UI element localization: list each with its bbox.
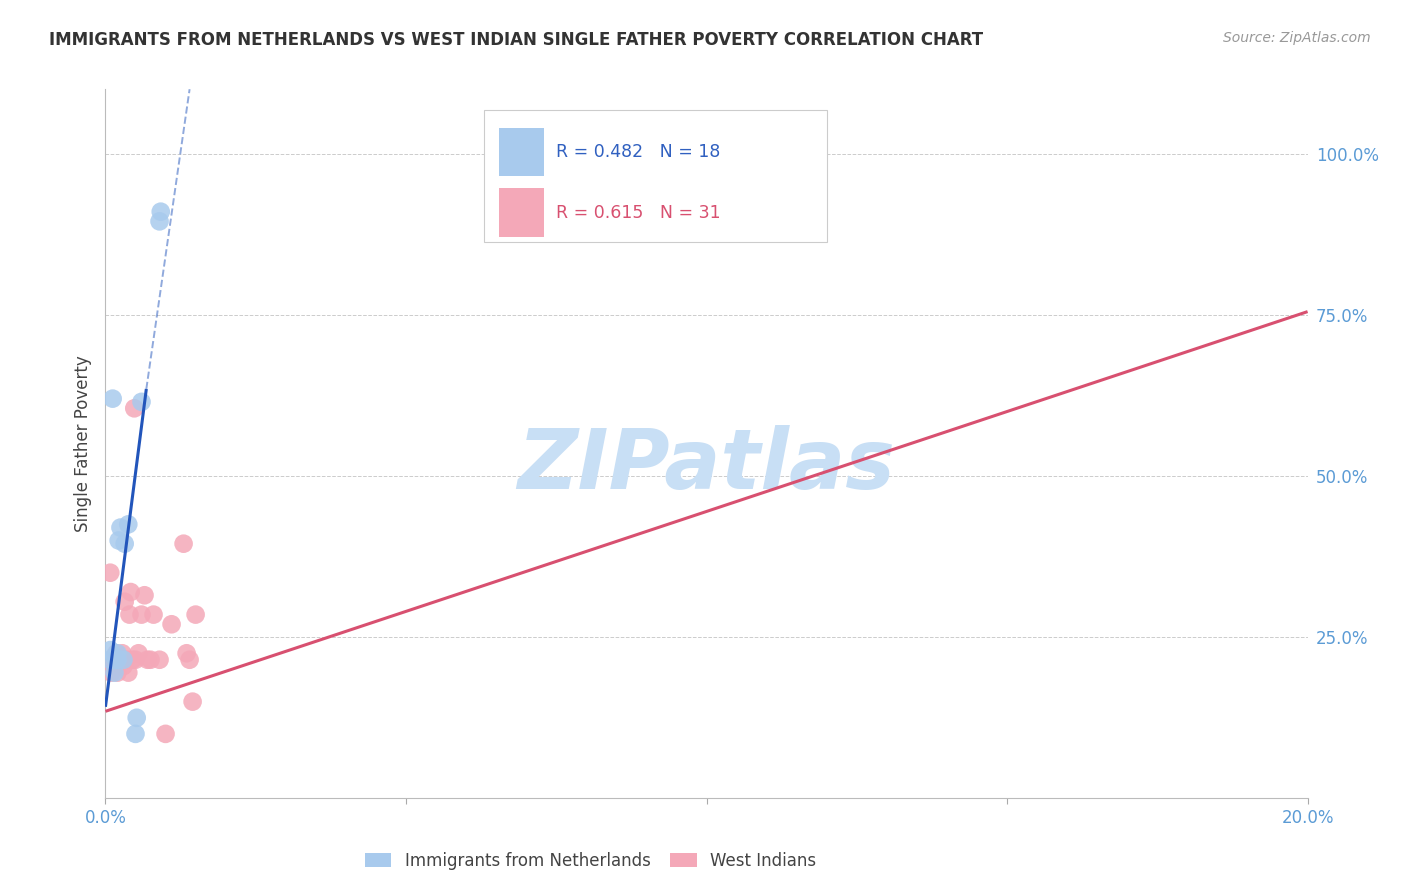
Point [112,653,135,667]
Point [107,653,129,667]
Point [173,537,195,551]
Point [131,395,153,409]
Text: Source: ZipAtlas.com: Source: ZipAtlas.com [1223,31,1371,45]
Point [160,617,183,632]
Point [98,566,121,580]
FancyBboxPatch shape [499,188,544,236]
Point [181,695,204,709]
Point [105,646,128,660]
Point [121,653,143,667]
Legend: Immigrants from Netherlands, West Indians: Immigrants from Netherlands, West Indian… [360,847,821,875]
Point [128,646,150,660]
Point [118,607,141,622]
Point [124,401,146,416]
Y-axis label: Single Father Poverty: Single Father Poverty [75,355,93,533]
Point [110,520,132,534]
Text: ZIPatlas: ZIPatlas [517,425,896,506]
Point [114,537,136,551]
Point [107,665,129,680]
Point [115,653,138,667]
Point [184,607,207,622]
Text: IMMIGRANTS FROM NETHERLANDS VS WEST INDIAN SINGLE FATHER POVERTY CORRELATION CHA: IMMIGRANTS FROM NETHERLANDS VS WEST INDI… [49,31,983,49]
Point [131,607,153,622]
Point [124,653,146,667]
Text: R = 0.615   N = 31: R = 0.615 N = 31 [557,203,721,221]
Point [98,653,121,667]
Point [107,533,129,548]
Point [139,653,162,667]
Point [100,665,122,680]
Point [105,653,128,667]
Point [136,653,159,667]
Point [107,653,129,667]
Point [114,595,136,609]
Point [103,649,125,664]
Point [142,607,165,622]
Point [107,646,129,660]
Point [176,646,198,660]
Point [103,665,125,680]
Point [117,517,139,532]
Point [179,653,201,667]
Point [148,214,170,228]
Point [103,656,125,670]
Point [148,653,170,667]
Point [149,204,172,219]
Point [124,727,146,741]
FancyBboxPatch shape [484,111,827,242]
Point [125,711,148,725]
Point [134,588,156,602]
Point [110,653,132,667]
Point [120,585,142,599]
Text: R = 0.482   N = 18: R = 0.482 N = 18 [557,144,721,161]
Point [111,646,134,660]
FancyBboxPatch shape [499,128,544,177]
Point [155,727,177,741]
Point [112,659,135,673]
Point [98,643,121,657]
Point [117,665,139,680]
Point [101,392,124,406]
